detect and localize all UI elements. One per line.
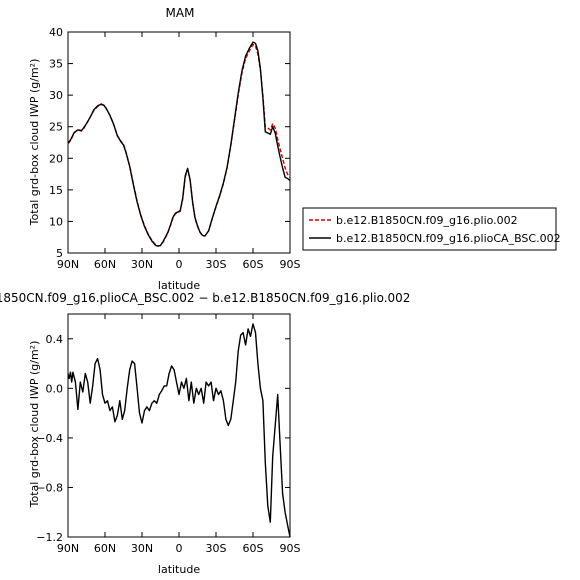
x-tick-label: 30S — [206, 542, 227, 555]
x-tick-label: 60N — [94, 258, 116, 271]
top-chart-title: MAM — [166, 6, 195, 20]
bottom-x-axis-label: latitude — [158, 563, 200, 576]
x-tick-label: 0 — [176, 258, 183, 271]
x-tick-label: 60S — [243, 258, 264, 271]
x-tick-label: 30S — [206, 258, 227, 271]
y-tick-label: −0.8 — [36, 481, 63, 494]
top-x-axis-label: latitude — [158, 279, 200, 292]
x-tick-label: 90N — [57, 542, 79, 555]
y-tick-label: 30 — [49, 89, 63, 102]
x-tick-label: 60N — [94, 542, 116, 555]
bottom-series-lines — [67, 323, 291, 538]
y-tick-label: 25 — [49, 121, 63, 134]
series-line-0 — [67, 43, 291, 247]
y-tick-label: 20 — [49, 152, 63, 165]
x-tick-label: 90S — [280, 542, 301, 555]
legend-label-pliocabsc: b.e12.B1850CN.f09_g16.plioCA_BSC.002 — [336, 232, 561, 245]
bottom-chart-title: b.e12.B1850CN.f09_g16.plioCA_BSC.002 − b… — [0, 291, 410, 305]
legend-label-plio: b.e12.B1850CN.f09_g16.plio.002 — [336, 214, 518, 227]
x-tick-label: 30N — [131, 258, 153, 271]
y-tick-label: 35 — [49, 58, 63, 71]
y-tick-label: 0.0 — [46, 382, 64, 395]
top-x-ticks: 90N 60N 30N 0 30S 60S 90S — [57, 32, 301, 271]
top-plot-frame — [67, 31, 291, 254]
x-tick-label: 30N — [131, 542, 153, 555]
bottom-y-ticks: −1.2 −0.8 −0.4 0.0 0.4 — [36, 333, 290, 544]
series-line-0 — [67, 323, 291, 538]
x-tick-label: 90S — [280, 258, 301, 271]
y-tick-label: 15 — [49, 184, 63, 197]
y-tick-label: −1.2 — [36, 531, 63, 544]
x-tick-label: 60S — [243, 542, 264, 555]
y-tick-label: 40 — [49, 26, 63, 39]
y-tick-label: 10 — [49, 215, 63, 228]
y-tick-label: 5 — [56, 247, 63, 260]
top-series-lines — [67, 41, 291, 247]
series-line-1 — [67, 41, 291, 247]
y-tick-label: −0.4 — [36, 432, 63, 445]
legend-box — [302, 207, 557, 251]
top-y-ticks: 5 10 15 20 25 30 35 40 — [49, 26, 290, 260]
legend: b.e12.B1850CN.f09_g16.plio.002 b.e12.B18… — [302, 207, 561, 251]
x-tick-label: 0 — [176, 542, 183, 555]
y-tick-label: 0.4 — [46, 333, 64, 346]
top-y-axis-label: Total grd-box cloud IWP (g/m²) — [28, 59, 41, 227]
bottom-x-ticks: 90N 60N 30N 0 30S 60S 90S — [57, 314, 301, 555]
x-tick-label: 90N — [57, 258, 79, 271]
bottom-panel: b.e12.B1850CN.f09_g16.plioCA_BSC.002 − b… — [0, 291, 410, 576]
bottom-y-axis-label: Total grd-box cloud IWP (g/m²) — [28, 341, 41, 509]
